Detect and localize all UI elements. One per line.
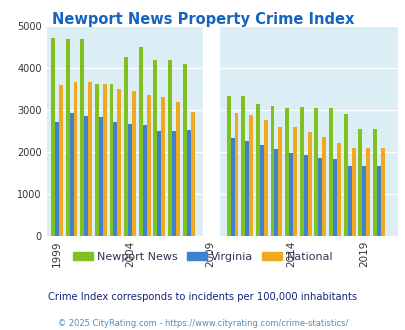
Bar — [161, 97, 165, 236]
Text: Newport News Property Crime Index: Newport News Property Crime Index — [52, 12, 353, 26]
Bar — [88, 82, 92, 236]
Bar — [128, 124, 132, 236]
Bar — [59, 85, 63, 236]
Bar — [343, 114, 347, 236]
Bar — [69, 113, 73, 236]
Bar — [358, 129, 361, 236]
Bar — [226, 96, 230, 236]
Legend: Newport News, Virginia, National: Newport News, Virginia, National — [68, 248, 337, 267]
Bar — [292, 127, 296, 236]
Bar — [351, 148, 355, 236]
Bar — [175, 102, 179, 236]
Bar — [73, 82, 77, 236]
Bar — [270, 106, 274, 236]
Bar — [95, 84, 98, 236]
Bar — [347, 166, 351, 236]
Bar — [299, 107, 303, 236]
Bar — [132, 90, 136, 236]
Bar — [278, 127, 281, 236]
Bar — [190, 112, 194, 236]
Bar — [139, 48, 143, 236]
Bar — [241, 96, 245, 236]
Bar — [303, 155, 307, 236]
Bar — [307, 132, 311, 236]
Bar — [124, 56, 128, 236]
Bar — [98, 117, 102, 236]
Bar — [202, 26, 218, 236]
Bar — [365, 148, 369, 236]
Bar — [172, 131, 175, 236]
Bar — [288, 153, 292, 236]
Bar — [143, 125, 146, 236]
Bar — [55, 122, 59, 236]
Bar — [318, 158, 322, 236]
Bar — [182, 64, 186, 236]
Bar — [336, 143, 340, 236]
Text: © 2025 CityRating.com - https://www.cityrating.com/crime-statistics/: © 2025 CityRating.com - https://www.city… — [58, 319, 347, 328]
Bar — [328, 108, 332, 236]
Bar — [249, 115, 252, 236]
Bar — [80, 39, 84, 236]
Bar — [259, 145, 263, 236]
Bar — [361, 166, 365, 236]
Bar — [234, 113, 238, 236]
Bar — [245, 141, 249, 236]
Text: Crime Index corresponds to incidents per 100,000 inhabitants: Crime Index corresponds to incidents per… — [48, 292, 357, 302]
Bar — [113, 121, 117, 236]
Bar — [102, 84, 107, 236]
Bar — [186, 130, 190, 236]
Bar — [284, 108, 288, 236]
Bar — [313, 108, 318, 236]
Bar — [157, 131, 161, 236]
Bar — [66, 39, 69, 236]
Bar — [117, 89, 121, 236]
Bar — [372, 129, 376, 236]
Bar — [263, 120, 267, 236]
Bar — [84, 116, 88, 236]
Bar — [168, 60, 172, 236]
Bar — [146, 95, 150, 236]
Bar — [332, 159, 336, 236]
Bar — [255, 104, 259, 236]
Bar — [51, 38, 55, 236]
Bar — [274, 149, 278, 236]
Bar — [380, 148, 384, 236]
Bar — [230, 138, 234, 236]
Bar — [153, 60, 157, 236]
Bar — [322, 137, 326, 236]
Bar — [376, 166, 380, 236]
Bar — [109, 84, 113, 236]
